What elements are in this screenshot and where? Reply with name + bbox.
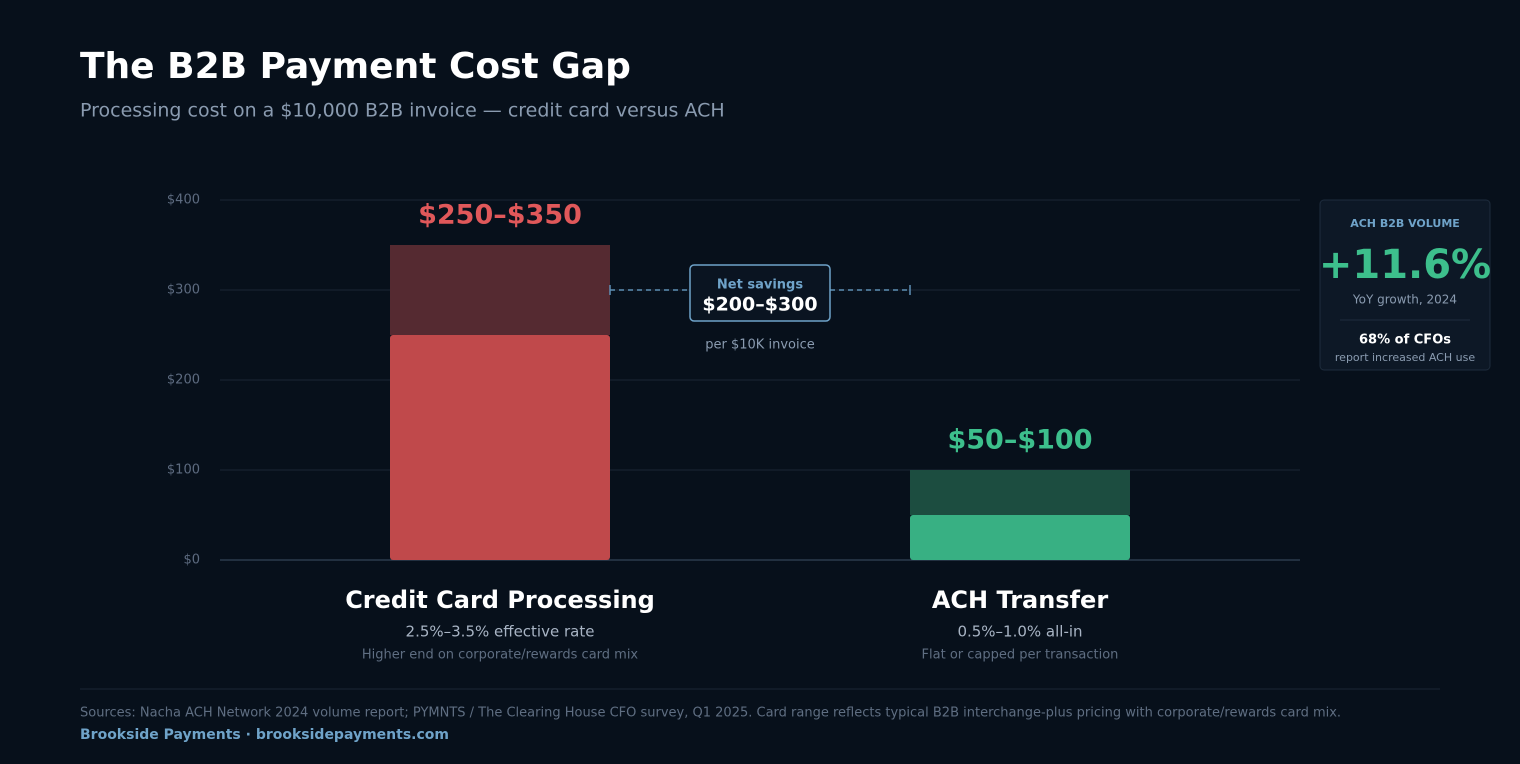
chart-title: The B2B Payment Cost Gap bbox=[80, 46, 631, 87]
bar bbox=[390, 335, 610, 560]
savings-box bbox=[689, 264, 831, 322]
card-caption: YoY growth, 2024 bbox=[1352, 293, 1457, 307]
category-rate: 2.5%–3.5% effective rate bbox=[406, 623, 595, 641]
brand: Brookside Payments · brooksidepayments.c… bbox=[80, 727, 449, 743]
y-tick-label: $100 bbox=[167, 463, 200, 478]
y-tick-label: $200 bbox=[167, 373, 200, 388]
bar bbox=[910, 515, 1130, 560]
card-title: ACH B2B VOLUME bbox=[1350, 217, 1460, 230]
card-stat: 68% of CFOs bbox=[1359, 333, 1451, 348]
savings-title: Net savings bbox=[717, 278, 803, 293]
card-stat-caption: report increased ACH use bbox=[1335, 351, 1475, 364]
category-label: Credit Card Processing bbox=[345, 586, 655, 614]
category-note: Higher end on corporate/rewards card mix bbox=[362, 648, 639, 663]
sources: Sources: Nacha ACH Network 2024 volume r… bbox=[80, 706, 1341, 721]
value-label: $50–$100 bbox=[947, 425, 1092, 456]
category-label: ACH Transfer bbox=[932, 586, 1108, 614]
savings-note: per $10K invoice bbox=[705, 338, 814, 353]
value-label: $250–$350 bbox=[418, 200, 582, 231]
category-rate: 0.5%–1.0% all-in bbox=[957, 623, 1082, 641]
y-tick-label: $400 bbox=[167, 193, 200, 208]
range-bar bbox=[910, 470, 1130, 515]
savings-value: $200–$300 bbox=[702, 294, 817, 316]
y-tick-label: $300 bbox=[167, 283, 200, 298]
card-value: +11.6% bbox=[1319, 242, 1491, 288]
range-bar bbox=[390, 245, 610, 335]
chart-subtitle: Processing cost on a $10,000 B2B invoice… bbox=[80, 100, 725, 122]
category-note: Flat or capped per transaction bbox=[922, 648, 1119, 663]
side-card bbox=[1319, 199, 1491, 371]
y-tick-label: $0 bbox=[183, 553, 200, 568]
